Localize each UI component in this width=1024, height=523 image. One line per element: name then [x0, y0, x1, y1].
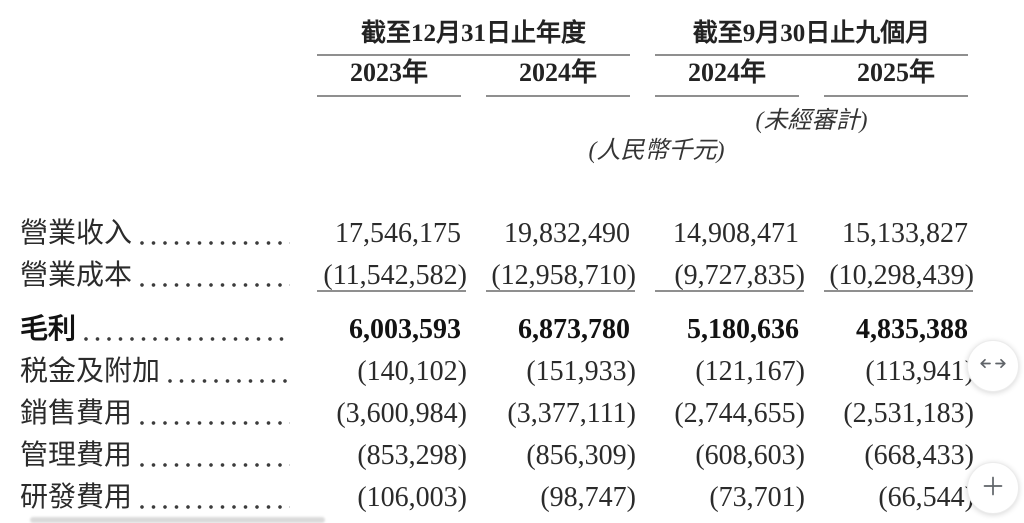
cell-value: (151,933) [526, 356, 636, 387]
cell-value: (853,298) [357, 440, 467, 471]
table-row-selling-expenses: 銷售費用 (3,600,984) (3,377,111) (2,744,655)… [20, 393, 974, 435]
cell-value: (73,701) [709, 482, 805, 513]
table-row-admin-expenses: 管理費用 (853,298) (856,309) (608,603) (668,… [20, 435, 974, 477]
period-group-header-annual: 截至12月31日止年度 [317, 20, 630, 56]
table-body: 營業收入 17,546,175 19,832,490 14,908,471 15… [20, 213, 974, 519]
year-header-2024-9m: 2024年 [655, 56, 799, 97]
cell-value: (9,727,835) [655, 255, 805, 297]
cell-value: (3,600,984) [336, 398, 467, 429]
table-row-taxes-surcharges: 税金及附加 (140,102) (151,933) (121,167) (113… [20, 351, 974, 393]
cell-value: (2,531,183) [843, 398, 974, 429]
table-row-gross-profit: 毛利 6,003,593 6,873,780 5,180,636 4,835,3… [20, 309, 968, 351]
plus-icon [981, 474, 1005, 503]
row-label: 毛利 [20, 314, 77, 345]
cell-value: (11,542,582) [317, 255, 467, 297]
cell-value: (98,747) [540, 482, 636, 513]
table-row-cost: 營業成本 (11,542,582) (12,958,710) (9,727,83… [20, 255, 974, 297]
year-header-2025-9m: 2025年 [824, 56, 968, 97]
row-label: 營業收入 [20, 218, 133, 249]
expand-width-button[interactable] [967, 340, 1019, 392]
cell-value: (2,744,655) [674, 398, 805, 429]
period-group-row: 截至12月31日止年度 截至9月30日止九個月 [20, 20, 968, 56]
cell-value: (66,544) [878, 482, 974, 513]
row-label: 管理費用 [20, 440, 133, 471]
cell-value: (856,309) [526, 440, 636, 471]
table-row-rd-expenses: 研發費用 (106,003) (98,747) (73,701) (66,544… [20, 477, 974, 519]
cell-value: (3,377,111) [507, 398, 636, 429]
dot-leader [140, 463, 290, 467]
cell-value: 6,873,780 [518, 314, 630, 345]
row-label: 税金及附加 [20, 356, 161, 387]
dot-leader [140, 241, 290, 245]
dot-leader [140, 421, 290, 425]
dot-leader [140, 505, 290, 509]
financial-table: 截至12月31日止年度 截至9月30日止九個月 2023年 2024年 2024… [20, 20, 974, 519]
period-group-header-nine-months: 截至9月30日止九個月 [655, 20, 968, 56]
cell-value: (608,603) [695, 440, 805, 471]
expand-horizontal-icon [979, 356, 1007, 376]
cell-value: (121,167) [695, 356, 805, 387]
cell-value: (106,003) [357, 482, 467, 513]
cell-value: 19,832,490 [504, 218, 630, 249]
cell-value: 17,546,175 [335, 218, 461, 249]
cell-value: (140,102) [357, 356, 467, 387]
cell-value: 5,180,636 [687, 314, 799, 345]
next-row-partial [30, 517, 325, 523]
dot-leader [84, 337, 290, 341]
currency-unit-note: (人民幣千元) [588, 138, 725, 164]
cell-value: (668,433) [864, 440, 974, 471]
cell-value: 6,003,593 [349, 314, 461, 345]
row-label: 研發費用 [20, 482, 133, 513]
dot-leader [168, 379, 290, 383]
cell-value: 4,835,388 [856, 314, 968, 345]
cell-value: (113,941) [865, 356, 974, 387]
cell-value: (12,958,710) [486, 255, 636, 297]
year-header-2023: 2023年 [317, 56, 461, 97]
cell-value: 14,908,471 [673, 218, 799, 249]
cell-value: 15,133,827 [842, 218, 968, 249]
table-row-revenue: 營業收入 17,546,175 19,832,490 14,908,471 15… [20, 213, 968, 255]
row-label: 銷售費用 [20, 398, 133, 429]
year-header-2024: 2024年 [486, 56, 630, 97]
row-label: 營業成本 [20, 260, 133, 291]
zoom-in-button[interactable] [967, 462, 1019, 514]
year-header-row: 2023年 2024年 2024年 2025年 [20, 56, 968, 97]
unaudited-note: (未經審計) [755, 108, 868, 134]
dot-leader [140, 283, 290, 287]
cell-value: (10,298,439) [824, 255, 974, 297]
